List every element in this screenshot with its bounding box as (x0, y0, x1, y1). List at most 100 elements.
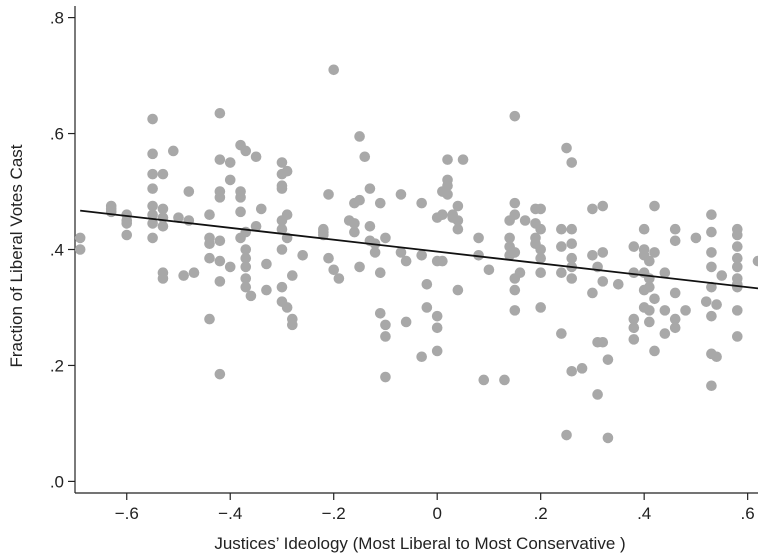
data-point (157, 203, 169, 215)
data-point (380, 232, 391, 244)
data-point (255, 203, 267, 215)
data-point (706, 209, 717, 221)
data-point (431, 345, 443, 357)
data-point (188, 267, 200, 278)
y-tick-label: .2 (50, 356, 64, 375)
data-point (204, 252, 215, 264)
data-point (452, 284, 464, 296)
data-point (504, 232, 515, 244)
data-point (328, 64, 340, 76)
data-point (509, 197, 521, 209)
data-point (214, 235, 226, 247)
data-point (732, 281, 743, 293)
data-point (245, 290, 257, 302)
x-tick-label: .2 (534, 504, 548, 523)
data-point (628, 334, 640, 345)
data-point (556, 267, 567, 278)
data-point (711, 299, 722, 310)
data-point (369, 247, 381, 258)
data-point (416, 249, 427, 261)
data-point (716, 270, 728, 281)
data-point (416, 351, 427, 363)
x-tick-label: −.6 (115, 504, 139, 523)
data-point (240, 145, 252, 157)
data-point (281, 209, 293, 221)
data-point (250, 151, 262, 163)
x-tick-label: −.4 (218, 504, 242, 523)
y-axis-title: Fraction of Liberal Votes Cast (7, 144, 26, 367)
data-point (395, 247, 407, 258)
data-point (732, 261, 743, 273)
data-point (147, 183, 158, 194)
data-point (224, 157, 236, 168)
data-point (240, 261, 252, 273)
data-point (597, 247, 609, 258)
data-point (700, 296, 712, 307)
data-point (612, 278, 624, 290)
data-point (395, 189, 407, 200)
data-point (276, 157, 288, 168)
data-point (147, 200, 158, 212)
data-point (561, 142, 572, 154)
data-point (147, 218, 158, 229)
data-point (442, 154, 453, 165)
data-point (566, 365, 578, 377)
data-point (183, 186, 195, 197)
y-tick-label: .8 (50, 9, 64, 28)
data-point (437, 209, 448, 221)
data-point (473, 249, 484, 261)
data-point (638, 223, 650, 235)
data-point (669, 313, 681, 325)
data-point (628, 267, 640, 278)
data-point (214, 154, 226, 165)
data-point (706, 261, 717, 273)
data-point (380, 319, 391, 331)
data-point (690, 232, 702, 244)
y-tick-label: .4 (50, 241, 64, 260)
data-point (644, 305, 655, 316)
data-point (276, 281, 288, 293)
data-point (706, 226, 717, 238)
data-point (374, 197, 386, 209)
data-point (649, 293, 660, 305)
data-point (157, 168, 169, 180)
x-tick-label: 0 (432, 504, 441, 523)
data-point (556, 223, 567, 235)
data-point (74, 232, 86, 244)
data-point (669, 322, 681, 334)
data-point (706, 380, 717, 392)
data-point (297, 249, 308, 261)
data-point (711, 351, 722, 363)
data-point (281, 165, 293, 177)
data-point (121, 218, 133, 229)
data-point (235, 206, 246, 218)
data-point (442, 180, 453, 192)
data-point (478, 374, 490, 386)
data-point (421, 278, 433, 290)
data-point (732, 229, 743, 241)
data-point (74, 244, 86, 255)
data-point (535, 302, 546, 313)
data-point (659, 267, 671, 278)
data-point (157, 221, 169, 232)
data-point (276, 244, 288, 255)
data-point (659, 305, 671, 316)
data-point (147, 232, 158, 244)
data-point (566, 252, 578, 264)
data-point (261, 284, 272, 296)
data-point (235, 192, 246, 203)
data-point (587, 203, 598, 215)
data-point (359, 151, 371, 163)
data-point (706, 310, 717, 322)
data-point (556, 241, 567, 252)
data-point (214, 192, 226, 203)
data-point (437, 255, 448, 267)
data-point (214, 368, 226, 380)
data-point (374, 307, 386, 319)
data-point (261, 258, 272, 270)
data-point (519, 215, 531, 226)
data-point (349, 226, 360, 238)
data-points (74, 64, 758, 444)
data-point (276, 223, 288, 235)
